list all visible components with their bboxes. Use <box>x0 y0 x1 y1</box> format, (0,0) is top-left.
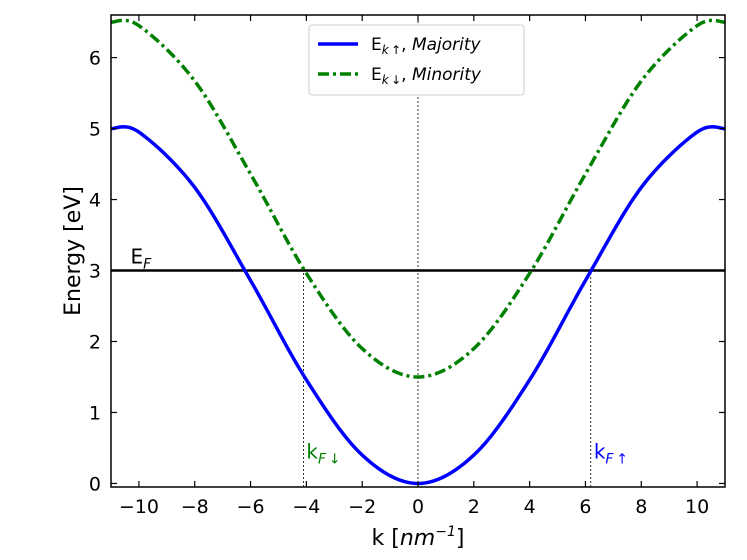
legend-minority-comma: , <box>401 65 412 85</box>
x-tick-label-9: 8 <box>635 496 647 518</box>
legend-majority-comma: , <box>401 35 412 55</box>
y-tick-label-3: 3 <box>89 261 101 283</box>
legend-minority-text: Minority <box>412 65 482 85</box>
legend-majority-label: Ek ↑, Majority <box>371 35 482 57</box>
series-minority-line <box>111 18 725 379</box>
y-tick-label-1: 1 <box>89 402 101 424</box>
x-tick-label-1: −8 <box>181 496 209 518</box>
kf-annotation-0: kF ↓ <box>306 440 340 468</box>
x-axis-label-base: k [ <box>372 526 400 551</box>
kf-annotation-1: kF ↑ <box>594 440 628 468</box>
x-tick-label-6: 2 <box>468 496 480 518</box>
kf-annotation-base-1: k <box>594 440 606 464</box>
x-tick-label-5: 0 <box>412 496 424 518</box>
legend-majority-sub: k ↑ <box>382 43 401 57</box>
x-tick-label-0: −10 <box>119 496 159 518</box>
plot-frame <box>110 14 726 488</box>
kf-annotation-sub-0: F ↓ <box>318 452 341 468</box>
x-axis-label-var: nm <box>400 526 435 551</box>
y-tick-label-4: 4 <box>89 190 101 212</box>
legend-box <box>308 24 525 96</box>
kf-annotation-base-0: k <box>306 440 318 464</box>
fermi-level-label-sub: F <box>143 257 152 273</box>
y-tick-label-6: 6 <box>89 48 101 70</box>
x-tick-label-2: −6 <box>237 496 265 518</box>
y-tick-label-0: 0 <box>89 473 101 495</box>
x-axis-label-exp: −1 <box>435 524 456 540</box>
y-tick-label-2: 2 <box>89 331 101 353</box>
legend-minority-sub: k ↓ <box>382 73 401 87</box>
legend-majority-text: Majority <box>412 35 482 55</box>
x-tick-label-10: 10 <box>685 496 709 518</box>
fermi-level-label-base: E <box>131 245 144 269</box>
x-tick-label-3: −4 <box>292 496 320 518</box>
y-axis-label: Energy [eV] <box>61 186 86 316</box>
legend-majority-base: E <box>371 35 382 55</box>
legend-minority-label: Ek ↓, Minority <box>371 65 482 87</box>
x-axis-label: k [nm−1] <box>372 524 465 551</box>
kf-annotation-sub-1: F ↑ <box>605 452 628 468</box>
x-tick-label-7: 4 <box>524 496 536 518</box>
fermi-level-label: EF <box>131 245 153 273</box>
x-tick-label-8: 6 <box>579 496 591 518</box>
legend-minority-base: E <box>371 65 382 85</box>
x-axis-label-close: ] <box>456 526 465 551</box>
y-tick-label-5: 5 <box>89 119 101 141</box>
legend: Ek ↑, Majority Ek ↓, Minority <box>308 24 525 96</box>
x-tick-label-4: −2 <box>348 496 376 518</box>
